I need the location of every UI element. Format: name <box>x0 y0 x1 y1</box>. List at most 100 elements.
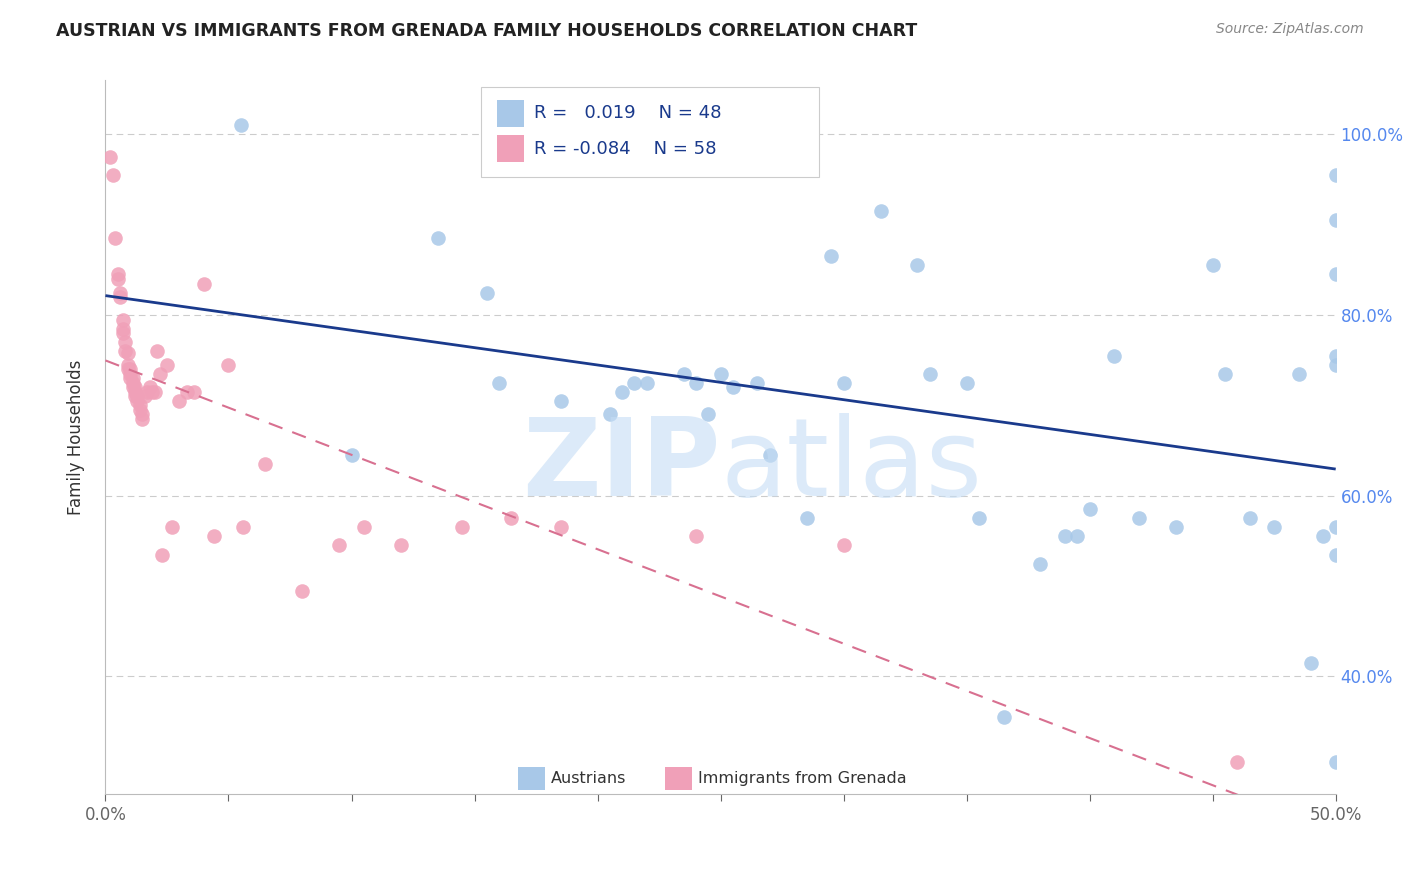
Point <box>389 539 412 553</box>
Point <box>488 376 510 390</box>
Point <box>117 346 139 360</box>
FancyBboxPatch shape <box>496 100 524 127</box>
Point <box>131 412 153 426</box>
Point <box>1301 656 1323 670</box>
Text: Austrians: Austrians <box>551 772 626 787</box>
Point <box>120 367 141 381</box>
Point <box>232 520 254 534</box>
Text: Source: ZipAtlas.com: Source: ZipAtlas.com <box>1216 22 1364 37</box>
Point <box>1226 756 1249 770</box>
Point <box>1263 520 1285 534</box>
Point <box>832 539 855 553</box>
Point <box>120 362 141 376</box>
Text: atlas: atlas <box>721 413 983 518</box>
Point <box>114 335 136 350</box>
Point <box>107 268 129 282</box>
Point <box>1102 349 1125 363</box>
Point <box>1066 529 1088 543</box>
Point <box>117 362 139 376</box>
Point <box>121 380 143 394</box>
Point <box>110 285 132 300</box>
Point <box>328 539 350 553</box>
Point <box>685 376 707 390</box>
Point <box>451 520 474 534</box>
Point <box>1324 548 1347 562</box>
FancyBboxPatch shape <box>496 136 524 162</box>
Point <box>110 290 132 304</box>
Point <box>1324 358 1347 372</box>
FancyBboxPatch shape <box>665 767 692 790</box>
Point <box>967 511 990 525</box>
Point <box>98 150 122 164</box>
Point <box>672 367 695 381</box>
Point <box>907 259 929 273</box>
Point <box>131 408 153 422</box>
FancyBboxPatch shape <box>481 87 820 177</box>
Point <box>1324 268 1347 282</box>
Point <box>111 312 134 326</box>
Point <box>501 511 523 525</box>
Point <box>107 272 129 286</box>
Point <box>1128 511 1150 525</box>
Point <box>610 384 633 399</box>
Point <box>149 367 172 381</box>
Y-axis label: Family Households: Family Households <box>66 359 84 515</box>
FancyBboxPatch shape <box>517 767 544 790</box>
Point <box>550 393 572 408</box>
Point <box>176 384 198 399</box>
Text: ZIP: ZIP <box>522 413 721 518</box>
Point <box>254 457 277 471</box>
Point <box>129 403 152 417</box>
Point <box>993 710 1015 724</box>
Text: Immigrants from Grenada: Immigrants from Grenada <box>699 772 907 787</box>
Point <box>1324 520 1347 534</box>
Point <box>820 249 842 263</box>
Point <box>218 358 240 372</box>
Point <box>120 371 141 385</box>
Point <box>1324 349 1347 363</box>
Point <box>1288 367 1310 381</box>
Point <box>1164 520 1187 534</box>
Point <box>710 367 733 381</box>
Point <box>143 384 166 399</box>
Point <box>1054 529 1077 543</box>
Point <box>1324 168 1347 182</box>
Point <box>599 408 621 422</box>
Point <box>747 376 769 390</box>
Point <box>353 520 375 534</box>
Point <box>124 380 146 394</box>
Point <box>193 277 215 291</box>
Point <box>146 344 169 359</box>
Point <box>1239 511 1261 525</box>
Point <box>114 344 136 359</box>
Point <box>129 399 152 413</box>
Point <box>475 285 498 300</box>
Point <box>117 358 139 372</box>
Text: AUSTRIAN VS IMMIGRANTS FROM GRENADA FAMILY HOUSEHOLDS CORRELATION CHART: AUSTRIAN VS IMMIGRANTS FROM GRENADA FAMI… <box>56 22 918 40</box>
Point <box>1202 259 1225 273</box>
Point <box>183 384 205 399</box>
Point <box>1324 756 1347 770</box>
Point <box>956 376 979 390</box>
Point <box>101 168 124 182</box>
Point <box>832 376 855 390</box>
Point <box>141 384 163 399</box>
Point <box>1324 213 1347 227</box>
Point <box>1312 529 1334 543</box>
Point <box>121 371 143 385</box>
Point <box>1078 502 1101 516</box>
Point <box>136 384 159 399</box>
Point <box>623 376 645 390</box>
Point <box>134 389 156 403</box>
Point <box>1213 367 1236 381</box>
Point <box>150 548 173 562</box>
Point <box>721 380 744 394</box>
Point <box>796 511 818 525</box>
Text: R = -0.084    N = 58: R = -0.084 N = 58 <box>534 140 716 158</box>
Point <box>202 529 225 543</box>
Point <box>759 448 782 462</box>
Point <box>340 448 363 462</box>
Point <box>1029 557 1052 571</box>
Point <box>550 520 572 534</box>
Point <box>918 367 941 381</box>
